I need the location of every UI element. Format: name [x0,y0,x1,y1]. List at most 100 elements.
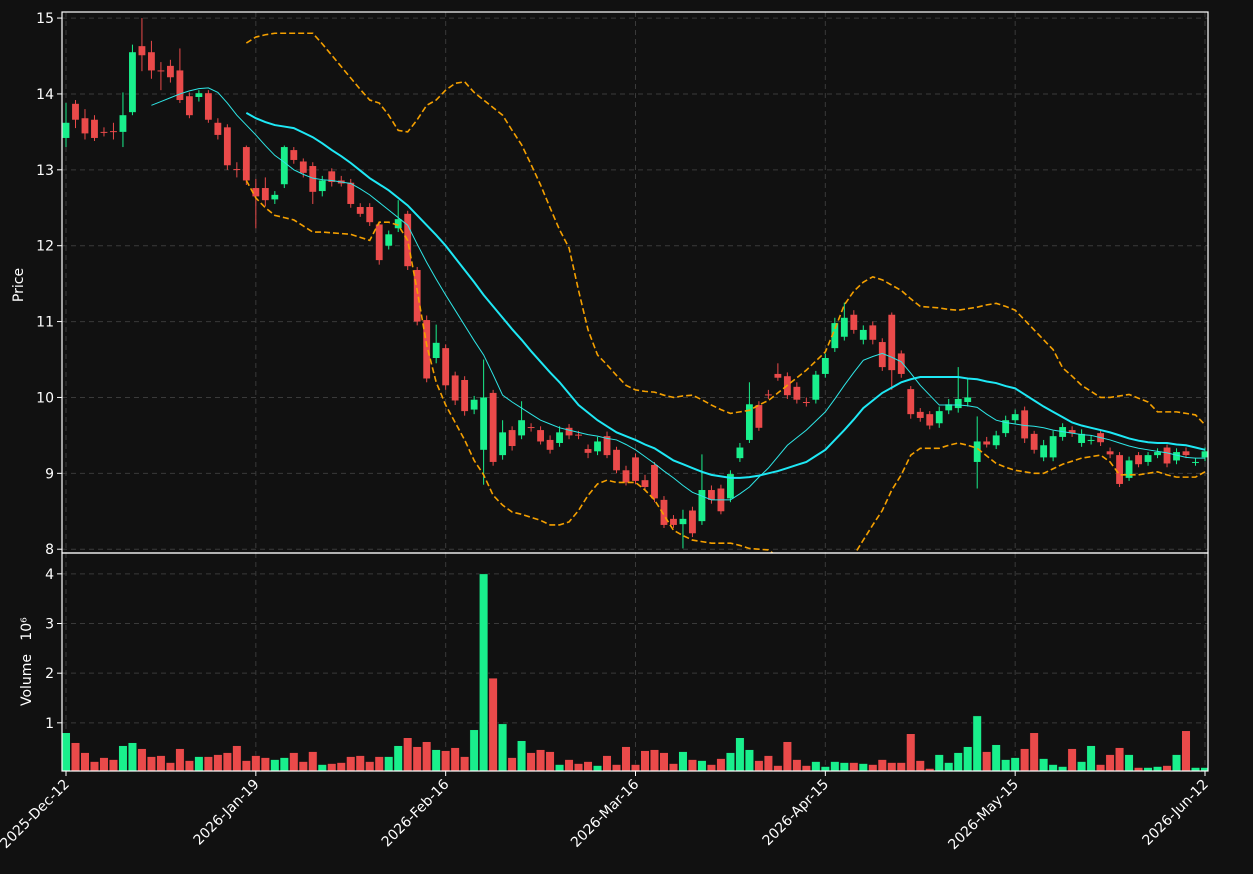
volume-bar [868,764,878,771]
candle-body [442,348,450,386]
candle-body [385,234,393,246]
price-panel [62,18,1208,553]
candle-body [954,398,962,409]
candle-body [252,188,260,197]
candle-body [233,169,241,171]
volume-bar [744,749,754,771]
volume-bar [156,755,166,771]
volume-bar [735,737,745,771]
volume-bar [1020,748,1030,771]
candle-body [508,430,516,447]
volume-bar [972,715,982,771]
volume-bar [630,764,641,771]
volume-bar [1124,754,1134,771]
candle-body [176,70,184,101]
volume-bar [820,766,830,771]
volume-bar [953,752,963,771]
volume-bar [611,764,622,771]
candle-body [309,166,317,192]
candle-body [214,122,222,135]
candle-body [1135,455,1142,465]
volume-bar [232,745,242,771]
volume-bar [137,748,147,771]
volume-bar [1134,767,1144,771]
overlay-line [151,87,1205,501]
volume-bar [203,756,213,771]
candle-body [812,374,820,400]
volume-bar [877,759,887,771]
candle-body [575,434,582,436]
candle-body [1049,436,1057,458]
volume-bar [1058,766,1068,771]
volume-bar [469,729,479,771]
candle-body [1201,451,1208,458]
candle-body [888,314,896,371]
candle-body [613,449,620,471]
volume-bar [649,749,660,771]
volume-bar [89,761,99,771]
volume-bar [659,752,669,771]
volume-bar [184,760,194,771]
volume-bar [80,752,90,771]
volume-bar [127,742,137,771]
volume-bar [108,759,118,771]
volume-bar [763,755,773,771]
candle-body [195,93,203,97]
volume-bar [165,762,175,771]
volume-bar [194,756,204,771]
candle-body [983,441,991,445]
volume-bar [327,763,337,771]
volume-bar [175,748,185,771]
candle-body [584,449,592,453]
volume-bar [422,741,432,771]
candle-body [755,405,763,428]
y-tick-label: 13 [36,163,54,179]
volume-bar [982,751,992,771]
volume-bar [251,755,261,771]
volume-bar [1010,757,1020,771]
candle-body [622,470,630,483]
volume-bar [858,763,868,771]
volume-tick-label: 1 [45,716,54,732]
volume-bar [260,757,270,771]
volume-bar [811,761,821,771]
candle-body [432,342,440,358]
candle-body [318,180,326,192]
volume-bar [1096,764,1106,771]
volume-bar [725,752,735,771]
volume-bar [241,760,251,771]
volume-bar [773,765,783,771]
candle-body [745,404,753,440]
candle-body [1173,452,1180,461]
candle-body [366,207,374,223]
volume-bar [963,746,973,771]
candle-body [290,150,298,160]
volume-bar [62,732,71,771]
candle-body [148,52,155,71]
volume-bar [1086,745,1096,771]
volume-bar [991,744,1001,771]
volume-bar [412,746,422,771]
volume-bar [222,752,232,771]
volume-bar [99,757,109,771]
volume-bar [668,763,678,771]
candle-body [565,427,573,436]
candle-body [527,427,535,429]
volume-bar [583,761,593,771]
volume-bar [526,752,536,771]
volume-bar [374,756,384,771]
candle-body [280,147,288,185]
candle-body [1011,414,1019,421]
candle-body [489,392,497,462]
candle-body [119,115,127,132]
candle-body [299,161,307,173]
candle-body [356,207,364,214]
candle-body [394,219,402,229]
y-axis-label: Price [11,268,27,302]
candle-body [1144,455,1152,462]
volume-bar [687,759,697,771]
volume-bar [336,762,346,771]
overlay-line [245,112,1206,479]
volume-bar [517,740,527,771]
